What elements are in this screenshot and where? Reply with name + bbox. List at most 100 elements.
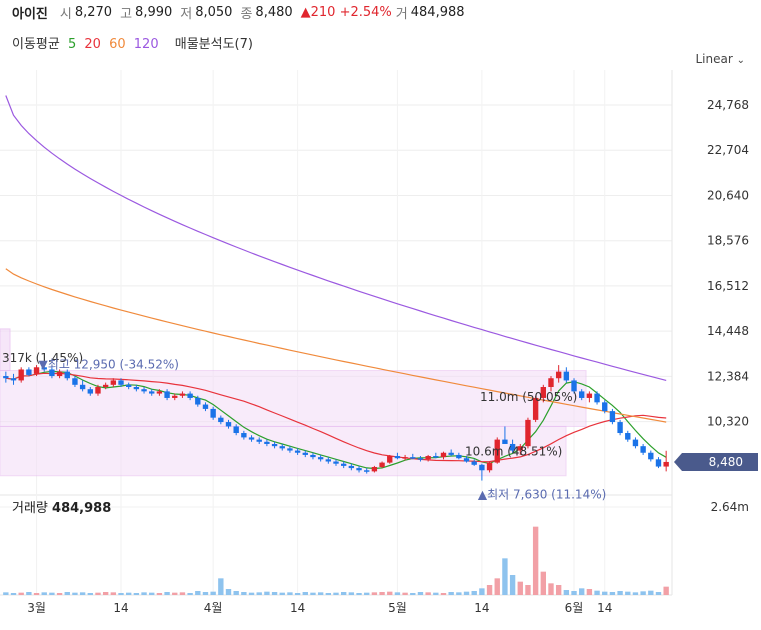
volume-bar: [118, 593, 124, 595]
volume-bar: [586, 589, 593, 595]
volume-bar: [663, 586, 669, 595]
candle-body: [387, 456, 393, 463]
y-tick-label: 24,768: [707, 98, 749, 112]
volume-bar: [33, 593, 40, 595]
volume-bar: [287, 592, 293, 595]
volume-bar: [540, 571, 546, 595]
candle-body: [586, 393, 593, 398]
ma60-label: 60: [109, 37, 126, 52]
ma5-line: [5, 370, 667, 470]
candle-body: [471, 461, 477, 465]
stock-name: 아이진: [12, 6, 48, 22]
candle-body: [164, 391, 170, 398]
volume-bar: [26, 592, 32, 595]
profile-label[interactable]: 매물분석도(7): [174, 37, 253, 52]
candle-body: [456, 454, 462, 459]
y-tick-label: 12,384: [707, 369, 749, 383]
candle-body: [33, 367, 40, 374]
candle-body: [294, 450, 301, 453]
ma-legend[interactable]: 이동평균 5 20 60 120 매물분석도(7): [12, 33, 257, 52]
ma120-label: 120: [133, 37, 159, 52]
volume-bar: [640, 591, 646, 595]
volume-bar: [617, 591, 623, 595]
candle-body: [56, 371, 63, 377]
volume-bar: [325, 593, 332, 595]
candle-body: [364, 470, 370, 472]
y-tick-label: 14,448: [707, 324, 749, 338]
candle-body: [555, 371, 562, 379]
candle-body: [256, 439, 262, 442]
volume-bar: [517, 581, 523, 595]
x-tick-label: 3월: [27, 601, 46, 615]
price-header: 아이진 시 8,270 고 8,990 저 8,050 종 8,480 ▲210…: [12, 2, 465, 22]
volume-bar: [417, 592, 424, 595]
volume-profile: [0, 328, 587, 477]
candle-body: [195, 397, 201, 405]
volume-bar: [18, 592, 24, 595]
candle-body: [210, 408, 216, 418]
scale-mode-label: Linear: [695, 52, 733, 66]
high-annotation: ▼최고 12,950 (-34.52%): [39, 357, 179, 371]
candle-body: [433, 456, 439, 458]
ma5-label: 5: [67, 37, 77, 52]
volume-bar: [364, 592, 370, 595]
volume-bar: [241, 592, 247, 595]
volume-bar: [317, 592, 324, 595]
grid: [0, 70, 673, 596]
candle-body: [279, 446, 285, 449]
candle-body: [571, 380, 577, 392]
low-annotation: ▲최저 7,630 (11.14%): [478, 488, 606, 502]
volume-bar: [433, 592, 439, 595]
volume-bar: [356, 593, 362, 595]
candle-body: [502, 439, 508, 444]
candle-body: [10, 378, 17, 381]
scale-mode-toggle[interactable]: Linear ⌄: [695, 52, 745, 66]
volume-bar: [340, 592, 347, 595]
candle-body: [133, 387, 140, 390]
candle-body: [340, 463, 347, 466]
candle-body: [532, 397, 539, 420]
candle-body: [64, 371, 70, 379]
current-price-label: 8,480: [709, 455, 743, 469]
volume-bar: [294, 593, 301, 595]
volume-bar: [302, 592, 308, 595]
candle-body: [49, 369, 55, 377]
volume-bar: [164, 592, 170, 595]
candle-body: [302, 452, 308, 455]
volume-bar: [133, 593, 140, 595]
volume-bar: [56, 593, 63, 595]
candle-body: [540, 387, 546, 398]
volume-bar: [502, 558, 508, 595]
candle-body: [241, 433, 247, 438]
candle-body: [410, 457, 416, 459]
volume-bar: [79, 592, 86, 595]
profile-box-mid: [0, 370, 587, 427]
candle-body: [172, 395, 178, 398]
volume-bar: [87, 593, 93, 595]
volume-bar: [394, 592, 401, 595]
volume-bar: [456, 592, 462, 595]
x-tick-label: 14: [290, 601, 305, 615]
candle-body: [548, 378, 554, 387]
profile-label-top: 317k (1.45%): [2, 351, 83, 365]
candle-body: [264, 441, 270, 444]
candle-body: [425, 456, 431, 460]
candle-body: [149, 391, 155, 394]
close-value: 8,480: [255, 4, 293, 20]
candle-body: [640, 446, 646, 453]
candle-body: [525, 419, 531, 447]
volume-bar: [195, 591, 201, 595]
volume-bar: [141, 592, 147, 595]
candle-body: [110, 380, 117, 385]
volume-bar: [571, 591, 577, 595]
volume-pane-value: 484,988: [52, 501, 112, 516]
volume-bar: [49, 592, 55, 595]
candles: [3, 363, 669, 481]
volume-bar: [486, 585, 493, 595]
high-label: 고: [120, 6, 133, 22]
candle-body: [579, 391, 585, 398]
candle-body: [26, 369, 32, 375]
candle-body: [655, 459, 662, 467]
x-tick-label: 14: [113, 601, 128, 615]
